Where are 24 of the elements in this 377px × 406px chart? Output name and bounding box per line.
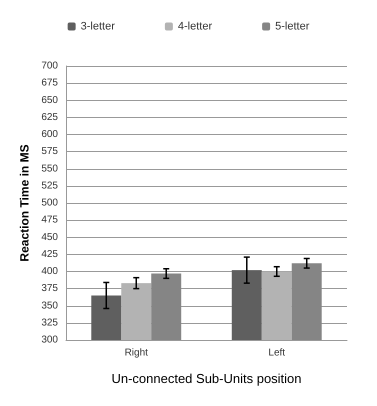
y-tick-label: 350 — [41, 300, 58, 312]
y-tick-label: 325 — [41, 317, 58, 328]
x-tick-label: Left — [268, 348, 286, 358]
y-tick-label: 625 — [41, 112, 58, 123]
x-axis-title: Un-connected Sub-Units position — [111, 371, 302, 386]
y-tick-label: 700 — [41, 60, 58, 72]
y-tick-label: 650 — [41, 94, 58, 106]
x-tick-label: Right — [124, 348, 148, 358]
legend-label: 5-letter — [275, 20, 310, 32]
y-tick-label: 575 — [41, 146, 58, 158]
y-tick-label: 675 — [41, 78, 58, 89]
legend-label: 4-letter — [178, 20, 212, 32]
y-tick-label: 400 — [41, 266, 58, 277]
y-tick-label: 600 — [41, 129, 58, 140]
y-tick-label: 375 — [41, 283, 58, 294]
y-tick-label: 500 — [41, 198, 58, 208]
y-tick-label: 525 — [41, 180, 58, 192]
y-tick-label: 300 — [41, 334, 58, 346]
y-tick-label: 550 — [41, 163, 58, 174]
y-axis-title: Reaction Time in MS — [17, 144, 32, 262]
legend-label: 3-letter — [80, 20, 116, 32]
y-tick-label: 425 — [41, 248, 58, 260]
y-tick-label: 475 — [41, 214, 58, 226]
y-tick-label: 450 — [41, 232, 58, 243]
